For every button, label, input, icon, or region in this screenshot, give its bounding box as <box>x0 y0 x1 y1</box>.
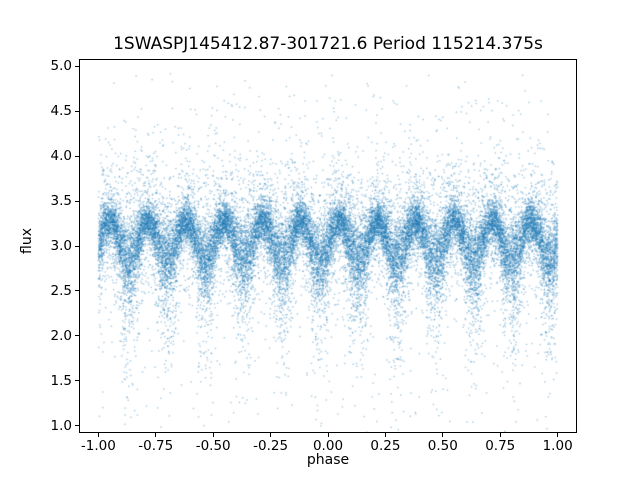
x-tick-mark <box>97 433 99 437</box>
y-tick-label: 2.0 <box>50 327 72 344</box>
y-tick-mark <box>75 335 79 337</box>
y-tick-label: 1.5 <box>50 372 72 389</box>
y-tick-mark <box>75 200 79 202</box>
x-tick-mark <box>499 433 501 437</box>
y-tick-label: 3.5 <box>50 193 72 210</box>
x-tick-mark <box>384 433 386 437</box>
y-tick-mark <box>75 290 79 292</box>
y-tick-mark <box>75 425 79 427</box>
x-tick-mark <box>442 433 444 437</box>
y-tick-label: 1.0 <box>50 417 72 434</box>
x-tick-label: 0.25 <box>370 438 401 454</box>
x-tick-mark <box>327 433 329 437</box>
y-tick-mark <box>75 245 79 247</box>
x-tick-label: 1.00 <box>542 438 573 454</box>
x-tick-label: -0.25 <box>253 438 289 454</box>
y-tick-mark <box>75 155 79 157</box>
y-tick-label: 2.5 <box>50 282 72 299</box>
x-tick-label: -0.75 <box>138 438 174 454</box>
x-tick-label: 0.50 <box>427 438 458 454</box>
x-tick-label: -1.00 <box>80 438 116 454</box>
x-axis-label: phase <box>306 452 350 468</box>
y-tick-mark <box>75 65 79 67</box>
x-tick-mark <box>557 433 559 437</box>
y-tick-label: 3.0 <box>50 238 72 254</box>
y-tick-label: 5.0 <box>50 58 72 75</box>
y-tick-label: 4.5 <box>50 103 72 120</box>
x-tick-mark <box>155 433 157 437</box>
scatter-plot-canvas <box>80 60 576 432</box>
x-tick-mark <box>270 433 272 437</box>
x-tick-label: 0.75 <box>485 438 516 454</box>
x-tick-mark <box>212 433 214 437</box>
plot-title: 1SWASPJ145412.87-301721.6 Period 115214.… <box>113 34 543 54</box>
axes-spines <box>79 59 577 433</box>
y-tick-mark <box>75 380 79 382</box>
y-tick-label: 4.0 <box>50 148 72 165</box>
x-tick-label: 0.00 <box>312 438 344 454</box>
y-tick-mark <box>75 110 79 112</box>
x-tick-label: -0.50 <box>195 438 231 454</box>
